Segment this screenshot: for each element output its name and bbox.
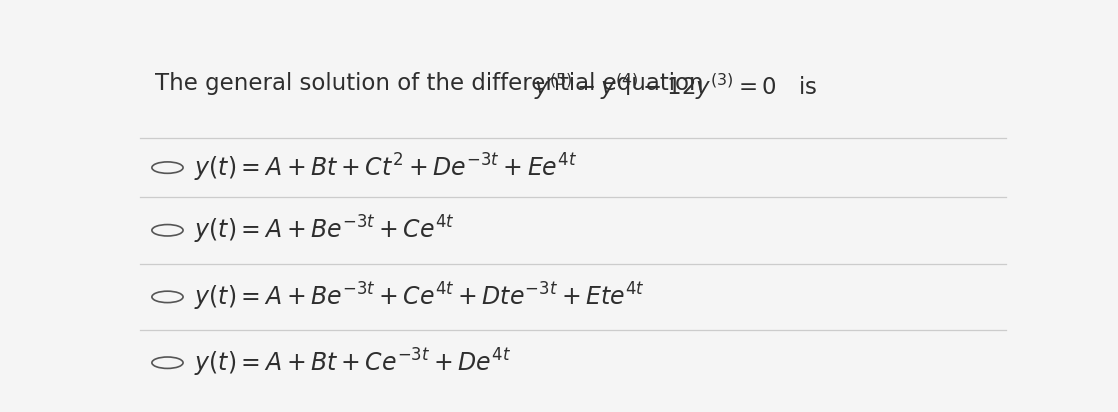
Text: $y(t) = A + Be^{-3t} + Ce^{4t} + Dte^{-3t} + Ete^{4t}$: $y(t) = A + Be^{-3t} + Ce^{4t} + Dte^{-3… <box>195 281 645 313</box>
Text: $y(t) = A + Be^{-3t} + Ce^{4t}$: $y(t) = A + Be^{-3t} + Ce^{4t}$ <box>195 214 455 246</box>
Text: $y(t) = A + Bt + Ce^{-3t} + De^{4t}$: $y(t) = A + Bt + Ce^{-3t} + De^{4t}$ <box>195 346 511 379</box>
Text: The general solution of the differential equation: The general solution of the differential… <box>155 72 726 95</box>
Text: $y^{(5)} - y^{(4)} - 12y^{(3)} = 0$   is: $y^{(5)} - y^{(4)} - 12y^{(3)} = 0$ is <box>534 72 817 102</box>
Text: $y(t) = A + Bt + Ct^2 + De^{-3t} + Ee^{4t}$: $y(t) = A + Bt + Ct^2 + De^{-3t} + Ee^{4… <box>195 152 578 184</box>
